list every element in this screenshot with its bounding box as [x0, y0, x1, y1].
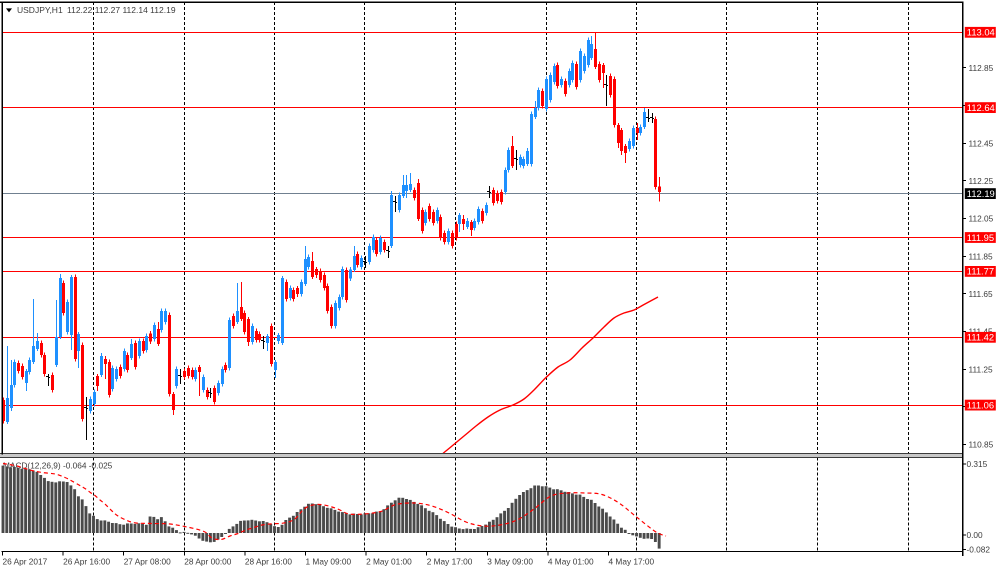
svg-text:0.00: 0.00 — [967, 530, 984, 540]
svg-text:28 Apr 16:00: 28 Apr 16:00 — [245, 557, 292, 567]
svg-text:111.25: 111.25 — [969, 364, 994, 374]
svg-text:27 Apr 08:00: 27 Apr 08:00 — [124, 557, 171, 567]
svg-text:USDJPY,H1: USDJPY,H1 — [17, 5, 63, 15]
svg-text:112.19: 112.19 — [967, 188, 995, 199]
svg-text:112.25: 112.25 — [969, 176, 994, 186]
svg-text:112.64: 112.64 — [967, 102, 995, 113]
svg-text:2 May 17:00: 2 May 17:00 — [427, 557, 473, 567]
svg-text:111.77: 111.77 — [967, 266, 994, 277]
svg-text:113.04: 113.04 — [967, 27, 995, 38]
svg-text:3 May 09:00: 3 May 09:00 — [487, 557, 533, 567]
svg-text:111.95: 111.95 — [967, 232, 994, 243]
svg-text:MACD(12,26,9) -0.064 -0.025: MACD(12,26,9) -0.064 -0.025 — [3, 461, 113, 471]
svg-text:1 May 09:00: 1 May 09:00 — [306, 557, 352, 567]
svg-text:0.315: 0.315 — [967, 459, 988, 469]
svg-text:111.06: 111.06 — [967, 399, 994, 410]
svg-text:4 May 17:00: 4 May 17:00 — [609, 557, 655, 567]
svg-text:111.85: 111.85 — [969, 251, 994, 261]
svg-text:112.05: 112.05 — [969, 214, 994, 224]
svg-text:110.85: 110.85 — [969, 440, 994, 450]
svg-text:-0.082: -0.082 — [967, 545, 991, 555]
svg-text:112.45: 112.45 — [969, 138, 994, 148]
svg-text:111.42: 111.42 — [967, 332, 994, 343]
svg-text:28 Apr 00:00: 28 Apr 00:00 — [184, 557, 231, 567]
svg-text:112.85: 112.85 — [969, 63, 994, 73]
svg-text:2 May 01:00: 2 May 01:00 — [366, 557, 412, 567]
svg-text:4 May 01:00: 4 May 01:00 — [548, 557, 594, 567]
svg-text:26 Apr 16:00: 26 Apr 16:00 — [63, 557, 110, 567]
svg-text:112.22 112.27 112.14 112.19: 112.22 112.27 112.14 112.19 — [67, 5, 176, 15]
svg-text:111.65: 111.65 — [969, 289, 994, 299]
svg-text:26 Apr 2017: 26 Apr 2017 — [3, 557, 48, 567]
svg-text:111.45: 111.45 — [969, 327, 994, 337]
